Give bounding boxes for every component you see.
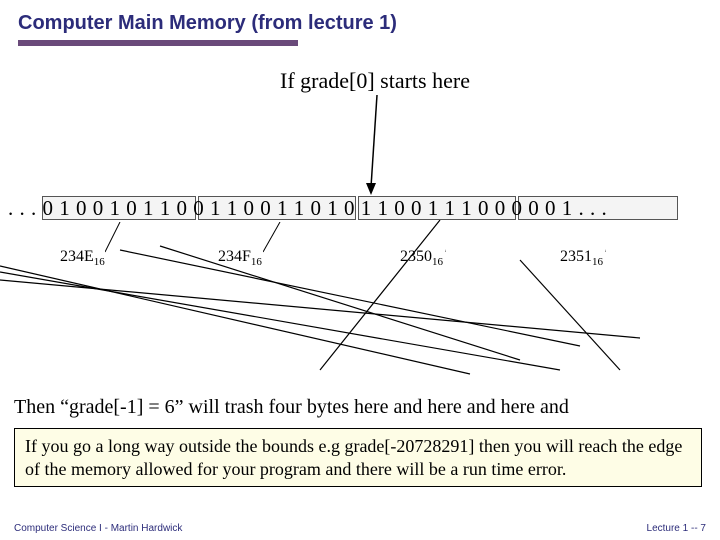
note-box: If you go a long way outside the bounds …: [14, 428, 702, 487]
caption-grade0: If grade[0] starts here: [280, 68, 470, 94]
slide-title: Computer Main Memory (from lecture 1): [18, 12, 397, 35]
memory-address: 234F16: [218, 248, 262, 268]
memory-address: 235116: [560, 248, 603, 268]
memory-address: 235016: [400, 248, 443, 268]
address-connector: [605, 222, 720, 262]
memory-address: 234E16: [60, 248, 105, 268]
then-text: Then “grade[-1] = 6” will trash four byt…: [14, 396, 569, 419]
title-underline: [18, 40, 298, 46]
footer-right: Lecture 1 -- 7: [647, 523, 706, 534]
bits-row: . . . 0 1 0 0 1 0 1 1 0 0 1 1 0 0 1 1 0 …: [0, 196, 720, 221]
arrow-down-icon: [365, 95, 395, 200]
footer-left: Computer Science I - Martin Hardwick: [14, 523, 182, 534]
